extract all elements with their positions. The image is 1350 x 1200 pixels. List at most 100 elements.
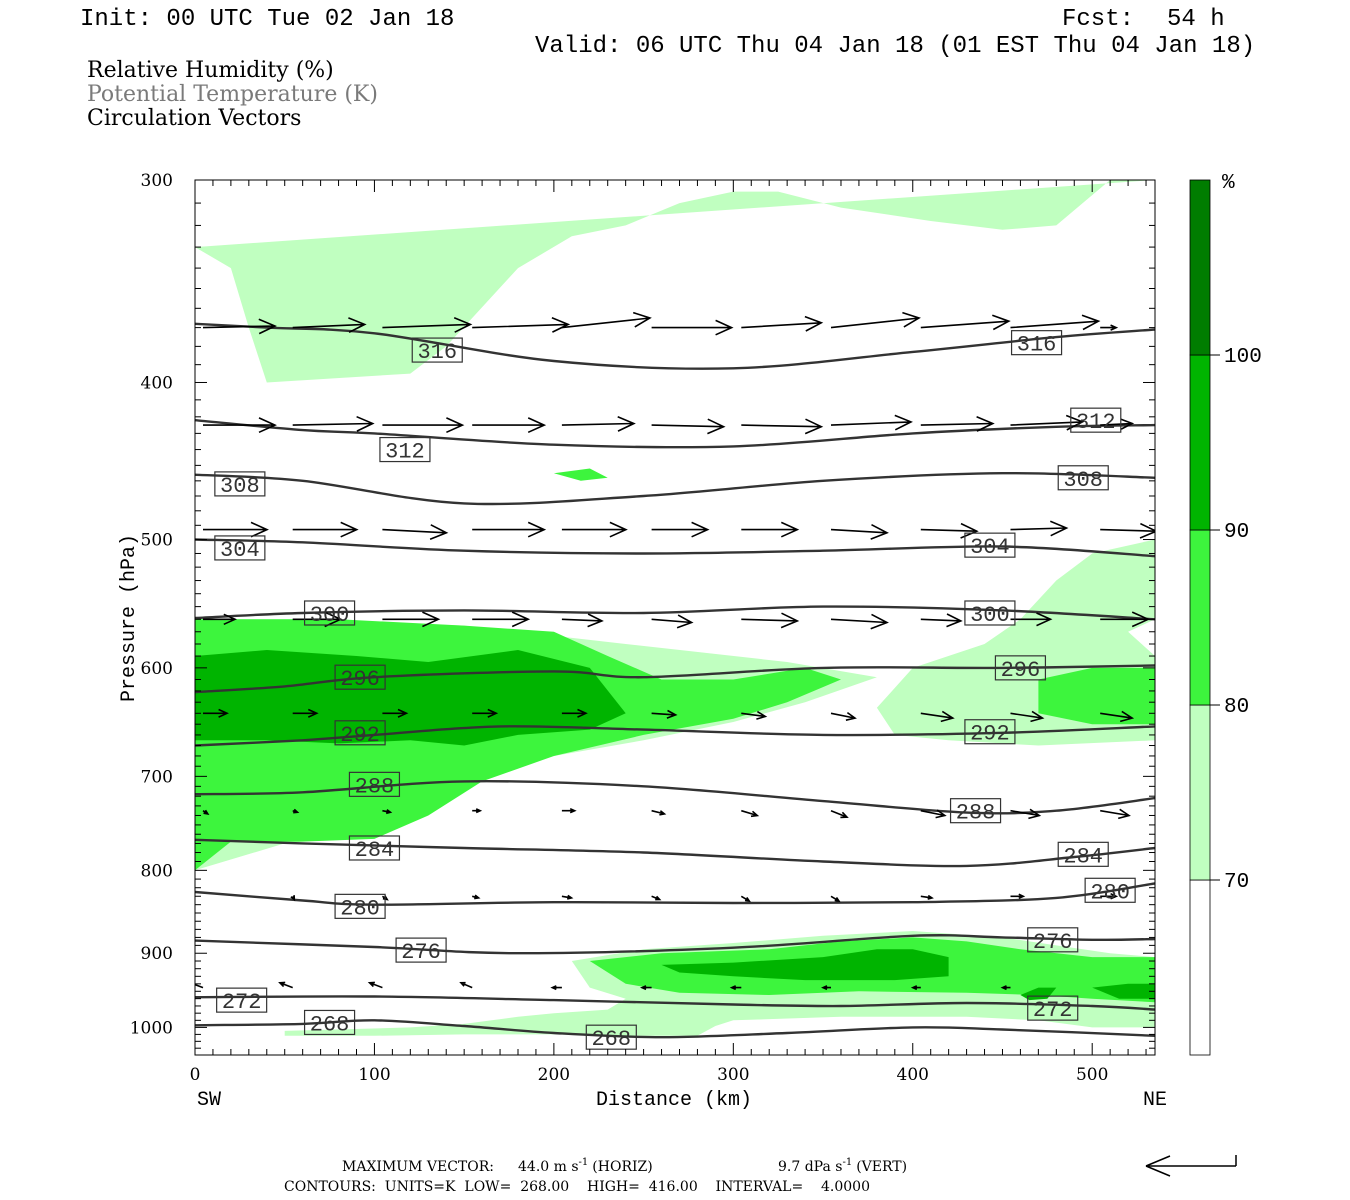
forecast-hours: 54 h [1167, 6, 1225, 33]
humidity-region-80-5 [1038, 667, 1155, 725]
circulation-vector-37 [561, 613, 604, 628]
theta-label-292-12: 292 [334, 720, 386, 748]
theta-label-box [1070, 407, 1122, 433]
circulation-vector-26 [561, 521, 628, 538]
circulation-vector-45 [292, 708, 319, 718]
theta-label-box [216, 987, 268, 1013]
theta-contour-304 [195, 538, 1155, 558]
theta-label-300-8: 300 [303, 600, 356, 628]
theta-label-280-18: 280 [334, 893, 386, 921]
theta-label-text: 296 [1001, 658, 1041, 683]
theta-label-box [334, 893, 386, 919]
circulation-vector-36 [472, 611, 531, 628]
circulation-vector-24 [382, 524, 449, 540]
theta-label-text: 276 [401, 940, 441, 965]
circulation-vector-43 [1100, 611, 1151, 628]
circulation-vector-18 [830, 414, 913, 431]
theta-label-312-2: 312 [379, 436, 431, 465]
circulation-vector-62 [830, 809, 849, 819]
circulation-vector-2 [382, 317, 473, 333]
colorbar-segment-3 [1189, 354, 1211, 531]
y-axis-title: Pressure (hPa) [118, 534, 141, 702]
theta-label-272-22: 272 [216, 987, 268, 1015]
theta-contour-308 [195, 471, 1155, 506]
theta-contour-316 [195, 322, 1155, 370]
theta-label-text: 308 [1063, 468, 1103, 493]
theta-label-268-25: 268 [585, 1024, 637, 1052]
theta-label-text: 316 [1017, 333, 1057, 358]
theta-label-box [1084, 877, 1136, 903]
theta-label-288-15: 288 [949, 798, 1002, 826]
circulation-vector-50 [741, 710, 768, 720]
y-tick-label-900: 900 [141, 944, 173, 964]
theta-label-280-19: 280 [1084, 877, 1136, 905]
circulation-vector-58 [472, 808, 483, 814]
circulation-vector-75 [1100, 892, 1119, 900]
y-tick-label-500: 500 [141, 531, 173, 551]
theta-label-296-10: 296 [334, 664, 386, 692]
circulation-vector-52 [920, 710, 955, 723]
colorbar-segment-1 [1189, 704, 1211, 881]
theta-label-text: 292 [340, 723, 380, 748]
x-axis: 0 100 200 300 400 500 [190, 180, 1147, 1085]
circulation-vector-78 [367, 981, 383, 989]
circulation-vector-82 [729, 985, 742, 991]
theta-label-box [585, 1024, 637, 1050]
circulation-vector-14 [472, 417, 547, 434]
colorbar: 70 80 90 100 [1189, 179, 1262, 1056]
theta-label-text: 300 [970, 603, 1010, 628]
reference-vector-icon [1145, 1155, 1237, 1177]
theta-label-text: 292 [970, 722, 1010, 747]
theta-contour-276 [195, 934, 1155, 955]
colorbar-segment-4 [1189, 179, 1211, 356]
theta-label-300-9: 300 [964, 600, 1016, 628]
circulation-vector-22 [203, 521, 269, 538]
x-axis-title: Distance (km) [596, 1089, 752, 1112]
circulation-vector-9 [1010, 314, 1101, 331]
theta-label-text: 272 [222, 990, 262, 1015]
circulation-vector-81 [640, 985, 652, 991]
circulation-vector-32 [1100, 522, 1155, 539]
theta-label-272-23: 272 [1027, 995, 1079, 1023]
circulation-vector-16 [651, 418, 726, 435]
theta-label-box [949, 798, 1002, 824]
theta-label-304-6: 304 [214, 535, 266, 563]
circulation-vector-65 [1100, 808, 1131, 820]
colorbar-label-80: 80 [1224, 696, 1249, 719]
circulation-vector-53 [1010, 710, 1045, 723]
theta-label-296-11: 296 [994, 655, 1047, 683]
humidity-region-90-10 [1020, 987, 1057, 1001]
circulation-vector-68 [472, 894, 481, 900]
theta-contour-272 [195, 995, 1155, 1011]
x-tick-label-300: 300 [717, 1065, 749, 1085]
circulation-vector-25 [472, 521, 547, 538]
circulation-vector-34 [292, 611, 343, 628]
circulation-vector-49 [651, 709, 678, 719]
theta-label-284-16: 284 [348, 835, 401, 863]
theta-label-box [303, 600, 356, 626]
theta-label-text: 280 [1090, 880, 1130, 905]
theta-contour-280 [195, 882, 1155, 906]
colorbar-segment-2 [1189, 529, 1211, 706]
circulation-vector-57 [382, 809, 393, 815]
x-tick-label-0: 0 [190, 1065, 201, 1085]
theta-label-box [303, 1009, 356, 1036]
circulation-vector-74 [1010, 893, 1026, 900]
y-tick-label-600: 600 [141, 659, 173, 679]
theta-label-308-4: 308 [214, 471, 266, 499]
x-tick-label-400: 400 [897, 1065, 929, 1085]
theta-label-box [994, 655, 1047, 681]
circulation-vector-12 [292, 415, 375, 432]
y-tick-label-1000: 1000 [130, 1018, 173, 1038]
theta-label-text: 272 [1033, 998, 1073, 1023]
theta-contour-labels: 316 316 312 312 308 308 304 304 300 300 296 296 292 2… [214, 330, 1136, 1052]
theta-label-288-14: 288 [348, 771, 401, 799]
circulation-vector-10 [1100, 324, 1119, 331]
theta-label-316-1: 316 [1010, 330, 1063, 358]
colorbar-label-70: 70 [1224, 871, 1249, 894]
humidity-region-90-9 [1092, 983, 1155, 999]
max-vector-vertical: 9.7 dPa s-1 (VERT) [778, 1157, 907, 1175]
x-axis-right-end-label: NE [1143, 1089, 1167, 1112]
y-tick-label-300: 300 [141, 171, 173, 191]
